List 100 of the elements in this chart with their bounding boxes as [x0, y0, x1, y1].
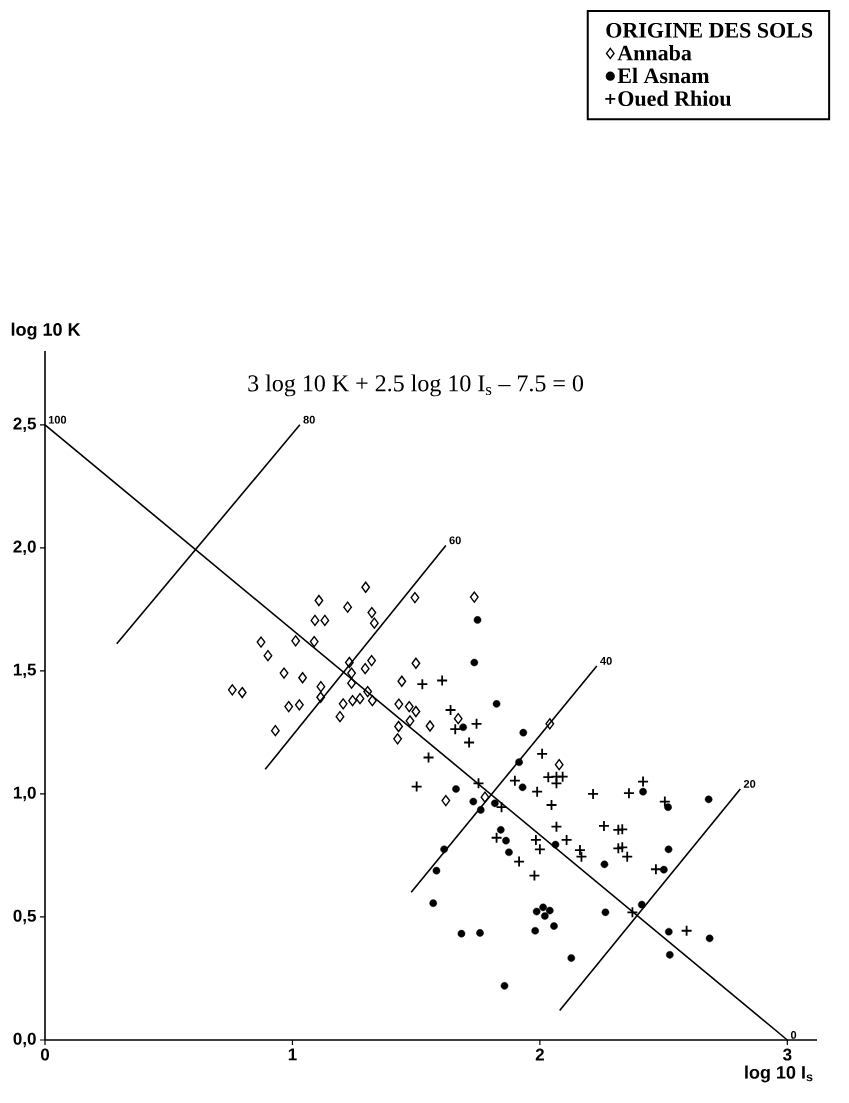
point: [473, 616, 482, 624]
point: [650, 863, 662, 876]
point: [550, 820, 563, 833]
point: [601, 908, 610, 917]
point: [263, 649, 273, 662]
point: [393, 733, 403, 745]
point: [411, 657, 421, 669]
point: [533, 843, 546, 856]
point: [660, 865, 668, 874]
point: [314, 594, 324, 607]
point: [361, 581, 371, 593]
point: [639, 787, 647, 796]
point: [397, 675, 407, 687]
point: [680, 924, 693, 937]
point: [416, 678, 429, 691]
point: [429, 899, 438, 907]
point: [530, 834, 542, 846]
point: [528, 869, 541, 882]
point: [338, 698, 348, 710]
point: [551, 840, 560, 849]
y-tick-label: 2,0: [13, 540, 36, 556]
point: [320, 614, 330, 627]
point: [348, 694, 358, 707]
point: [309, 635, 319, 648]
point: [270, 724, 280, 737]
point: [626, 906, 639, 919]
point: [500, 982, 509, 990]
point: [658, 795, 671, 808]
point: [347, 677, 357, 689]
point: [355, 693, 365, 705]
point: [490, 831, 503, 844]
point: [360, 662, 370, 675]
point: [623, 787, 635, 800]
point: [256, 636, 266, 648]
point: [502, 836, 510, 845]
point: [310, 614, 320, 627]
point: [664, 927, 673, 936]
point: [469, 591, 479, 603]
point: [560, 834, 573, 846]
point: [519, 728, 528, 737]
point: [432, 866, 441, 875]
point: [518, 783, 527, 792]
y-tick-label: 0,0: [13, 1032, 36, 1048]
point: [425, 720, 435, 732]
y-tick-label: 0,5: [13, 909, 36, 925]
point: [422, 751, 435, 764]
point: [508, 774, 521, 787]
annotation: 40: [600, 656, 612, 665]
x-tick-label: 1: [288, 1048, 297, 1061]
point: [405, 715, 415, 727]
point: [598, 820, 610, 832]
point: [441, 794, 451, 807]
point: [574, 844, 586, 856]
point: [343, 601, 353, 613]
point: [294, 699, 304, 711]
point: [476, 806, 485, 814]
point: [545, 718, 555, 730]
point: [291, 635, 301, 647]
point: [664, 845, 673, 854]
point: [404, 700, 414, 713]
point: [550, 922, 558, 930]
point: [480, 791, 490, 803]
point: [237, 686, 247, 699]
x-tick-label: 2: [535, 1048, 544, 1061]
point: [459, 723, 467, 732]
point: [532, 907, 541, 916]
point: [616, 841, 629, 854]
x-tick-label: 0: [40, 1048, 50, 1061]
point: [470, 717, 483, 730]
point: [469, 797, 478, 806]
point: [575, 850, 588, 863]
point: [531, 785, 544, 798]
y-tick-label: 2,5: [13, 417, 36, 433]
point: [704, 795, 713, 804]
y-tick-label: 1,0: [13, 786, 36, 802]
x-axis-title: log 10 I$_{s}$: [745, 1065, 813, 1083]
point: [367, 694, 377, 707]
legend-label: El Asnam: [617, 67, 710, 84]
point: [457, 929, 466, 938]
point: [600, 860, 609, 869]
point: [536, 747, 549, 760]
point: [541, 912, 549, 920]
point: [491, 799, 499, 808]
point: [367, 606, 377, 619]
point: [316, 691, 326, 703]
point: [556, 770, 569, 783]
point: [344, 656, 354, 669]
point: [279, 667, 289, 679]
x-tick-label: 3: [782, 1048, 792, 1061]
point: [616, 823, 629, 836]
point: [410, 780, 423, 793]
point: [410, 591, 420, 604]
annotation: 3 log 10 K + 2.5 log 10 I$_{s}$ – 7.5 = 0: [248, 374, 584, 397]
point: [394, 698, 404, 710]
point: [367, 654, 377, 667]
point: [637, 775, 649, 788]
point: [496, 826, 505, 834]
point: [452, 785, 460, 793]
point: [664, 803, 672, 812]
point: [513, 855, 525, 868]
